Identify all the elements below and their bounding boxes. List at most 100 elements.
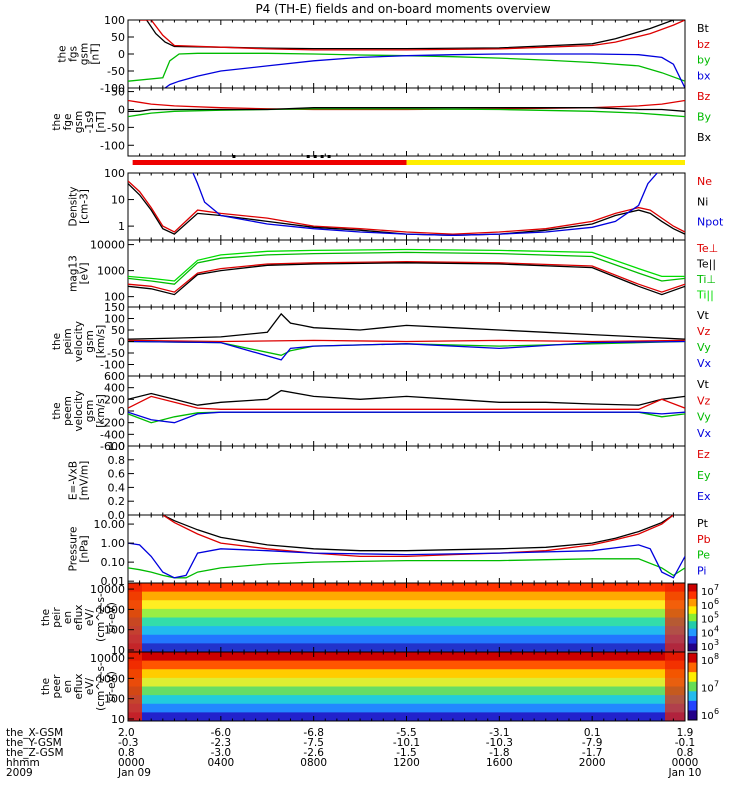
ylabel-line: the [57,45,69,62]
xaxis-value: -7.9 [582,737,603,749]
colorbar-segment [688,643,697,652]
ytick-label: 100 [104,14,125,27]
xaxis-value: -0.3 [118,737,139,749]
ytick-label: 0 [118,336,125,349]
series-line-Ne [128,180,685,235]
spectrogram [128,583,685,652]
colorbar-exponent: 8 [714,652,719,661]
colorbar-label: 10 [701,656,714,667]
colorbar-segment [688,672,697,683]
ylabel-line: peem [62,396,74,426]
ytick-label: 0 [118,405,125,418]
ylabel: Density [cm-3] [68,187,91,227]
series-line-bz [139,20,685,51]
xticks [127,446,686,515]
colorbar-segment [688,628,697,637]
ylabel-line: eflux [73,674,85,700]
legend-entry: Npot [697,216,724,229]
series-line-Ti⊥ [128,251,685,285]
legend-entry: bx [697,69,711,82]
legend-entry: Pt [697,517,709,530]
xaxis-value: -6.8 [303,727,324,739]
series-line-Pt [162,515,674,552]
ytick-label: 50 [111,86,125,99]
ylabel-line: mag13 [68,255,80,292]
panel-frame [127,172,686,241]
series-line-Ni [128,183,685,236]
ytick-label: 0.2 [108,495,126,508]
ylabel-line: the [40,678,52,695]
ytick-label: 10.00 [94,518,126,531]
colorbar-segment [688,700,697,711]
xaxis-value: 0000 [672,757,699,769]
series-group [128,389,685,424]
legend-entry: Vy [697,411,711,424]
mode-segment [132,160,407,165]
xaxis-value: -10.1 [393,737,420,749]
ytick-label: -50 [107,347,125,360]
xaxis-value: 2.0 [118,727,135,739]
ytick-label: 1000 [97,603,125,616]
series-line-Vy [128,411,685,424]
series-line-Pb [162,515,674,558]
colorbar-segment [688,621,697,630]
legend-entry: Ez [697,448,710,461]
xticks [127,88,686,156]
xaxis-row-label: the_Z-GSM [6,747,64,759]
xticks [127,652,686,721]
legend-entry: Ni [697,195,708,208]
xaxis-value: 2000 [579,757,606,769]
mode-tick [327,155,331,158]
colorbar-exponent: 7 [714,680,719,689]
ylabel-line: [km/s] [95,394,107,428]
legend-entry: Pe [697,549,710,562]
ylabel: Pressure [nPa] [68,527,91,572]
series-group [128,515,685,579]
colorbar-exponent: 6 [714,707,719,716]
spectrogram-band [128,608,685,618]
ytick-label: 50 [111,324,125,337]
ytick-label: 1000 [97,265,125,278]
colorbar-segment [688,591,697,600]
ytick-label: -400 [100,428,125,441]
ylabel-line: the [51,113,63,130]
panel-9: 10000 1000 100 10 the peir en eflux eV/(cm^2-s-s… [40,582,719,657]
series-line-Npot [192,173,658,236]
xticks [127,240,686,307]
ylabel-line: peer [51,674,63,699]
series-line-Pi [128,542,685,579]
series-group [128,173,685,236]
ylabel: the fge gsm -1s9 [nT] [51,111,107,134]
xaxis-value: Jan 10 [668,767,702,779]
panel-2: 50 0 -50 -100 the fge gsm -1s9 [nT] Bz By Bx [51,86,712,157]
panel-frame [127,445,686,516]
legend-entry: Bt [697,22,710,35]
ylabel-line: [eV] [79,263,91,285]
legend-entry: Vz [697,394,711,407]
colorbar-segment [688,598,697,607]
colorbar-label: 10 [701,628,714,639]
spectrogram-band [128,695,685,705]
ylabel-line: the [40,609,52,626]
xaxis-value: 0000 [118,757,145,769]
series-line-Te⊥ [128,261,685,293]
colorbar-exponent: 5 [714,611,719,620]
series-group [128,99,685,118]
ylabel-line: en [62,611,74,624]
spectrogram-band [128,703,685,713]
ylabel-line: (cm^2-s- [95,662,107,711]
colorbar-label: 10 [701,642,714,653]
ylabel-line: (cm^2-s- [95,593,107,642]
series-line-Vt [128,312,685,340]
spectrogram-edge [128,652,142,721]
xaxis-value: 0400 [207,757,234,769]
ytick-label: 600 [104,370,125,383]
series-line-Vz [128,339,685,343]
xaxis-value: 1.9 [677,727,694,739]
ytick-label: -50 [107,65,125,78]
spectrogram-band [128,677,685,687]
spectrogram-band [128,669,685,679]
